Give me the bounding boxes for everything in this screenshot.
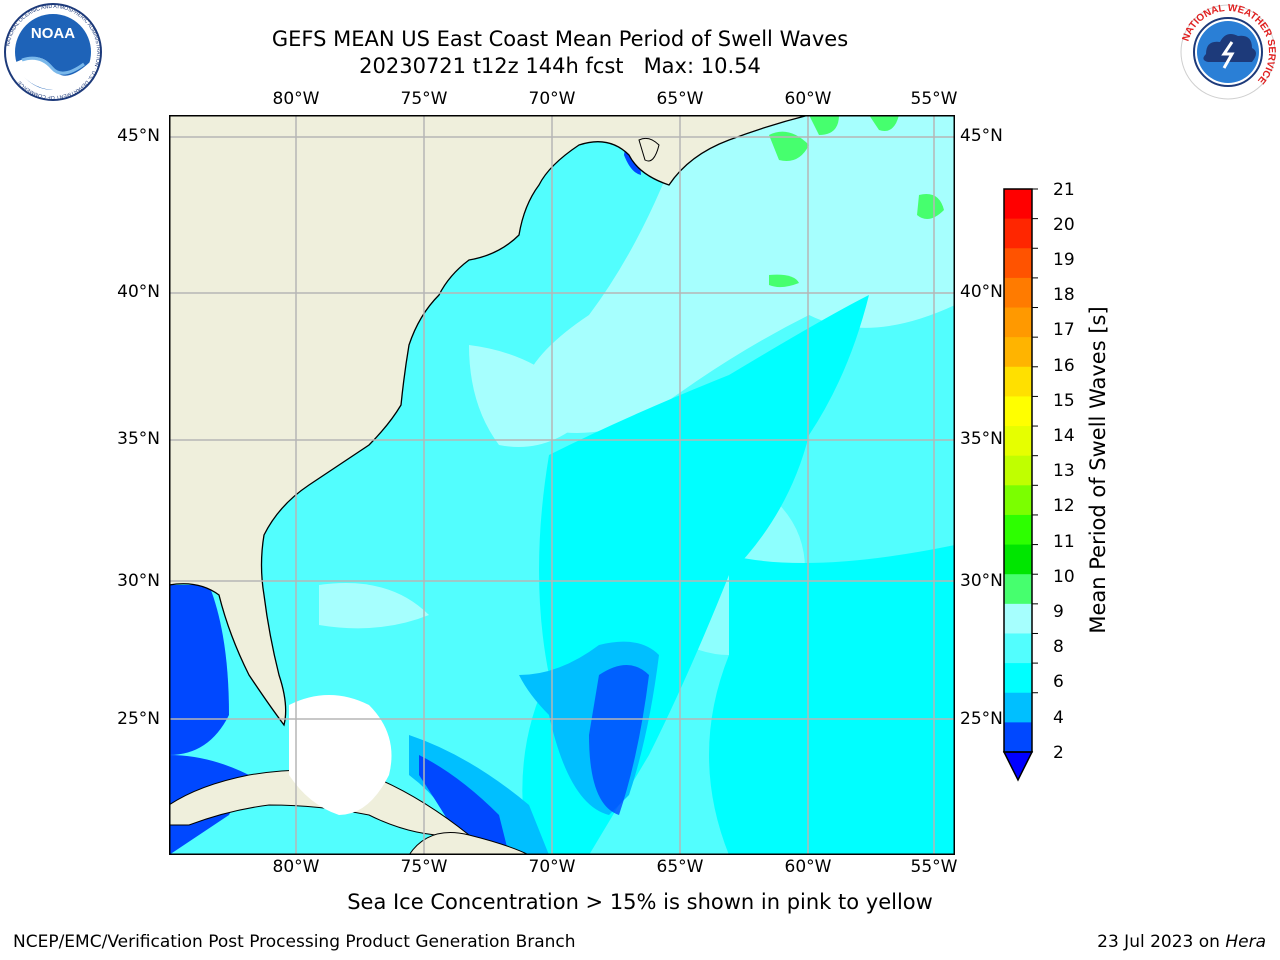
machine-name: Hera	[1225, 932, 1266, 952]
colorbar-tick: 20	[1053, 215, 1075, 235]
lat-tick-left: 35°N	[117, 429, 160, 449]
field-6-8s-southeast	[709, 545, 955, 855]
lon-tick-top: 75°W	[400, 89, 448, 109]
colorbar-cell	[1004, 514, 1032, 546]
colorbar-tick: 18	[1053, 285, 1075, 305]
date-text: 23 Jul 2023 on	[1097, 932, 1226, 952]
colorbar-cell	[1004, 277, 1032, 309]
colorbar-cell	[1004, 692, 1032, 723]
noaa-logo-text: NOAA	[31, 25, 75, 42]
colorbar-cell	[1004, 307, 1032, 338]
colorbar-extend-arrow	[1002, 751, 1034, 782]
nova-scotia-land	[638, 137, 660, 162]
noaa-logo: NOAA NATIONAL OCEANIC AND ATMOSPHERIC AD…	[4, 3, 102, 101]
lat-tick-left: 25°N	[117, 709, 160, 729]
colorbar-tick: 15	[1053, 391, 1075, 411]
colorbar-cell	[1004, 218, 1032, 249]
colorbar-tick: 9	[1053, 602, 1064, 622]
swell-period-map[interactable]	[169, 115, 955, 855]
field-8-9s-west	[319, 583, 429, 629]
colorbar-cell	[1004, 426, 1032, 457]
lon-tick-top: 55°W	[910, 89, 958, 109]
lat-tick-left: 40°N	[117, 282, 160, 302]
colorbar-tick: 17	[1053, 320, 1075, 340]
lon-tick-bottom: 60°W	[784, 857, 832, 877]
colorbar-cell	[1004, 396, 1032, 427]
lon-tick-bottom: 65°W	[656, 857, 704, 877]
colorbar-label: Mean Period of Swell Waves [s]	[1086, 306, 1110, 634]
colorbar-cell	[1004, 248, 1032, 279]
colorbar-cell	[1004, 544, 1032, 575]
colorbar-cell	[1004, 189, 1032, 220]
lat-tick-left: 30°N	[117, 571, 160, 591]
colorbar-cell	[1004, 574, 1032, 605]
field-9-10s-patch	[869, 115, 899, 131]
field-8-9s-north	[521, 115, 955, 433]
colorbar-tick: 10	[1053, 567, 1075, 587]
field-2-4s-bahamas-south	[419, 755, 509, 855]
field-9-10s-patch	[809, 115, 839, 135]
hispaniola-land	[408, 832, 530, 855]
field-4-6s-caribbean	[409, 735, 549, 855]
no-data-region	[289, 695, 392, 815]
colorbar-cell	[1004, 633, 1032, 664]
colorbar-tick: 8	[1053, 637, 1064, 657]
colorbar-tick: 21	[1053, 180, 1075, 200]
colorbar-cell	[1004, 722, 1032, 753]
colorbar-cell	[1004, 663, 1032, 694]
lat-tick-left: 45°N	[117, 126, 160, 146]
colorbar-tick: 13	[1053, 461, 1075, 481]
nws-logo: NATIONAL WEATHER SERVICE	[1180, 3, 1277, 100]
field-8-9s-mid	[469, 345, 589, 447]
graticule	[169, 115, 955, 855]
colorbar-tick: 4	[1053, 708, 1064, 728]
colorbar-cell	[1004, 337, 1032, 368]
field-2-4s-gulf	[169, 585, 229, 755]
colorbar-tick: 12	[1053, 496, 1075, 516]
lon-tick-top: 80°W	[272, 89, 320, 109]
chart-subtitle: 20230721 t12z 144h fcst Max: 10.54	[359, 54, 761, 78]
colorbar-cell	[1004, 485, 1032, 516]
sea-ice-note: Sea Ice Concentration > 15% is shown in …	[347, 890, 933, 914]
colorbar-tick: 2	[1053, 743, 1064, 763]
map-frame	[169, 115, 955, 855]
colorbar-cell	[1004, 455, 1032, 486]
colorbar-cell	[1004, 366, 1032, 397]
lon-tick-bottom: 80°W	[272, 857, 320, 877]
field-9-10s-patch	[769, 274, 799, 288]
field-9-10s-patch	[769, 131, 809, 161]
lon-tick-top: 60°W	[784, 89, 832, 109]
lon-tick-top: 65°W	[656, 89, 704, 109]
chart-title: GEFS MEAN US East Coast Mean Period of S…	[271, 27, 849, 51]
lat-tick-right: 45°N	[960, 126, 1003, 146]
north-america-land	[169, 115, 810, 727]
date-stamp: 23 Jul 2023 on Hera	[1097, 932, 1266, 952]
lon-tick-bottom: 55°W	[910, 857, 958, 877]
lat-tick-right: 35°N	[960, 429, 1003, 449]
lat-tick-right: 40°N	[960, 282, 1003, 302]
lon-tick-bottom: 70°W	[528, 857, 576, 877]
colorbar-tick: 6	[1053, 672, 1064, 692]
colorbar	[1002, 188, 1038, 782]
lat-tick-right: 25°N	[960, 709, 1003, 729]
colorbar-tick: 19	[1053, 250, 1075, 270]
credit-line: NCEP/EMC/Verification Post Processing Pr…	[13, 932, 576, 952]
lon-tick-top: 70°W	[528, 89, 576, 109]
lon-tick-bottom: 75°W	[400, 857, 448, 877]
colorbar-tick: 16	[1053, 356, 1075, 376]
colorbar-tick: 14	[1053, 426, 1075, 446]
colorbar-frame	[1003, 188, 1033, 753]
field-2-4s-east	[589, 665, 649, 815]
colorbar-tick: 11	[1053, 532, 1075, 552]
colorbar-cell	[1004, 603, 1032, 634]
field-9-10s-patch	[917, 194, 944, 219]
lat-tick-right: 30°N	[960, 571, 1003, 591]
